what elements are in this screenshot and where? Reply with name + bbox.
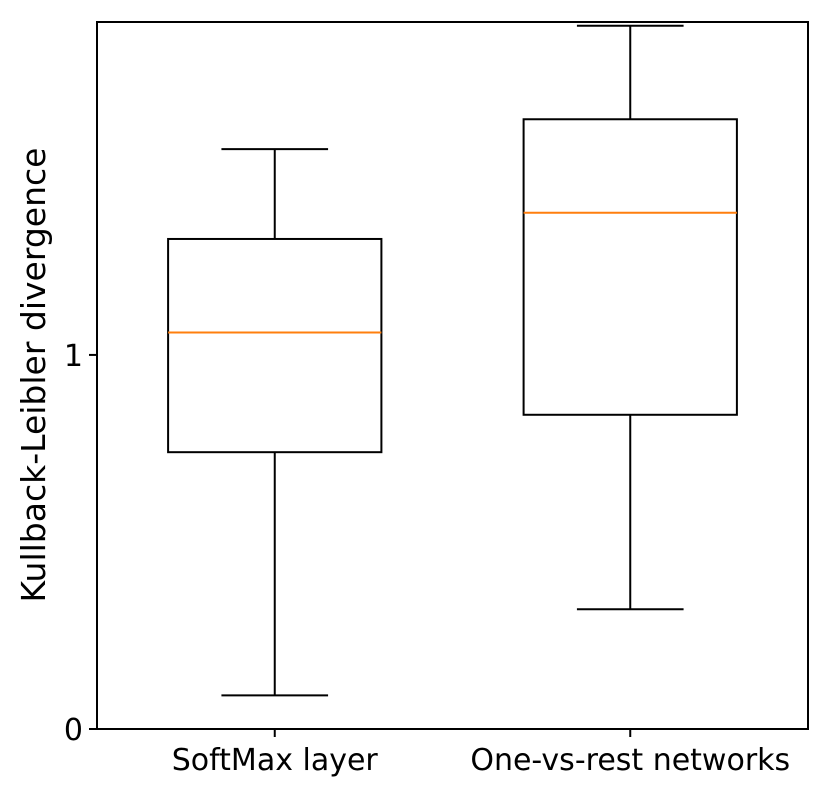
plot-area — [97, 22, 808, 729]
box-group — [167, 148, 383, 697]
y-ticks: 01 — [64, 339, 97, 748]
box-iqr — [167, 237, 383, 454]
y-tick-label: 1 — [64, 339, 83, 374]
plot-frame — [96, 21, 809, 730]
box-marks — [167, 24, 738, 697]
x-tick-label: One-vs-rest networks — [470, 743, 790, 778]
x-ticks: SoftMax layer One-vs-rest networks — [172, 729, 790, 778]
y-axis-label: Kullback-Leibler divergence — [14, 148, 53, 603]
box-group — [522, 24, 738, 611]
y-tick-label: 0 — [64, 713, 83, 748]
x-tick-label: SoftMax layer — [172, 743, 379, 778]
box-iqr — [522, 118, 738, 416]
